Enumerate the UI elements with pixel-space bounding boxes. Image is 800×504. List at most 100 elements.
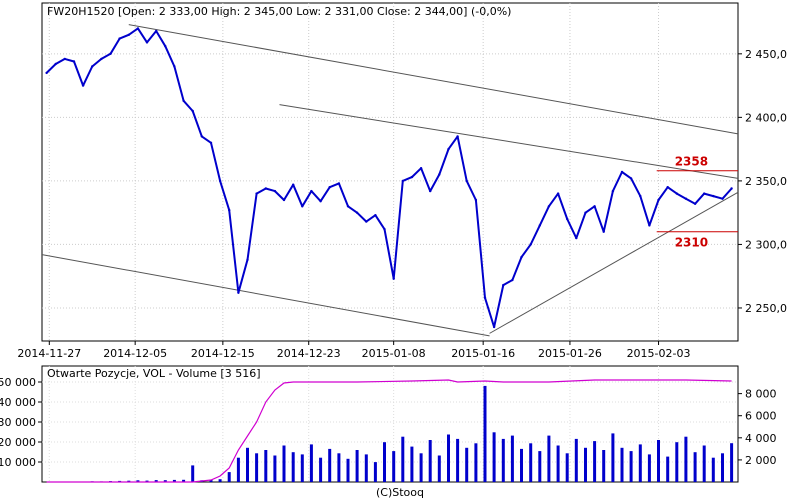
price-y-tick-label: 2 450,0 <box>745 48 787 61</box>
price-y-tick-label: 2 300,0 <box>745 238 787 251</box>
price-y-tick-label: 2 350,0 <box>745 175 787 188</box>
volume-left-y-tick-label: 20 000 <box>0 436 36 449</box>
volume-bar <box>474 443 477 482</box>
volume-bar <box>410 447 413 482</box>
price-point <box>82 84 84 86</box>
price-point <box>246 259 248 261</box>
price-point <box>55 63 57 65</box>
price-point <box>146 41 148 43</box>
volume-bar <box>502 439 505 482</box>
volume-bar <box>465 448 468 482</box>
price-point <box>511 279 513 281</box>
volume-bar <box>557 446 560 483</box>
price-point <box>100 58 102 60</box>
volume-bar <box>219 479 222 482</box>
price-point <box>429 190 431 192</box>
price-point <box>685 198 687 200</box>
volume-bar <box>301 454 304 482</box>
price-x-axis: 2014-11-27 2014-12-05 2014-12-15 2014-12-23… <box>17 341 690 360</box>
volume-bar <box>273 456 276 483</box>
price-point <box>493 326 495 328</box>
price-point <box>420 167 422 169</box>
volume-right-y-tick-label: 6 000 <box>745 410 777 423</box>
volume-bar <box>675 442 678 482</box>
price-point <box>128 34 130 36</box>
volume-bar <box>328 449 331 482</box>
price-point <box>639 195 641 197</box>
price-x-tick-label: 2015-01-16 <box>451 347 515 360</box>
price-x-tick-label: 2015-01-26 <box>538 347 602 360</box>
price-point <box>411 176 413 178</box>
volume-bar <box>538 451 541 482</box>
price-point <box>365 220 367 222</box>
volume-bar <box>657 440 660 482</box>
price-point <box>648 224 650 226</box>
price-point <box>721 198 723 200</box>
price-point <box>530 243 532 245</box>
volume-bar <box>383 442 386 482</box>
price-point <box>301 205 303 207</box>
volume-bar <box>584 448 587 482</box>
volume-bar <box>511 436 514 482</box>
price-point <box>456 135 458 137</box>
footer-copyright: (C)Stooq <box>376 486 424 499</box>
volume-bar <box>730 443 733 482</box>
volume-bar <box>602 450 605 482</box>
price-point <box>338 182 340 184</box>
price-point <box>219 180 221 182</box>
price-x-tick-label: 2014-12-15 <box>191 347 255 360</box>
volume-bar <box>356 450 359 482</box>
volume-bar <box>447 435 450 483</box>
volume-right-y-tick-label: 8 000 <box>745 388 777 401</box>
price-x-tick-label: 2014-12-23 <box>277 347 341 360</box>
price-point <box>356 212 358 214</box>
price-x-tick-label: 2014-12-05 <box>103 347 167 360</box>
price-x-tick-label: 2014-11-27 <box>17 347 81 360</box>
price-x-tick-label: 2015-01-08 <box>362 347 426 360</box>
volume-chart-title: Otwarte Pozycje, VOL - Volume [3 516] <box>47 367 261 380</box>
price-point <box>383 228 385 230</box>
volume-bar <box>484 386 487 482</box>
price-point <box>466 180 468 182</box>
price-point <box>603 231 605 233</box>
price-point <box>694 203 696 205</box>
price-point <box>292 184 294 186</box>
volume-bar <box>228 472 231 482</box>
volume-bar <box>630 451 633 482</box>
price-point <box>612 190 614 192</box>
volume-left-y-tick-label: 50 000 <box>0 376 36 389</box>
price-point <box>520 256 522 258</box>
price-point <box>155 30 157 32</box>
level-label: 2310 <box>675 236 708 250</box>
volume-bar <box>493 432 496 482</box>
price-point <box>192 110 194 112</box>
volume-bar <box>365 454 368 482</box>
price-y-axis: 2 250,02 300,02 350,02 400,02 450,0 <box>738 48 787 315</box>
volume-bar <box>374 462 377 482</box>
price-point <box>402 180 404 182</box>
price-point <box>502 284 504 286</box>
price-point <box>566 218 568 220</box>
price-point <box>347 205 349 207</box>
price-point <box>45 72 47 74</box>
level-label: 2358 <box>675 155 708 169</box>
volume-bar <box>237 458 240 482</box>
price-point <box>703 192 705 194</box>
price-point <box>730 187 732 189</box>
price-chart-title: FW20H1520 [Open: 2 333,00 High: 2 345,00… <box>47 5 511 18</box>
volume-bar <box>684 437 687 482</box>
price-point <box>182 100 184 102</box>
price-point <box>393 278 395 280</box>
volume-bar <box>611 433 614 482</box>
volume-bar <box>420 453 423 482</box>
price-point <box>310 190 312 192</box>
price-point <box>137 27 139 29</box>
volume-bar <box>703 446 706 483</box>
price-point <box>329 186 331 188</box>
volume-bar <box>621 448 624 482</box>
